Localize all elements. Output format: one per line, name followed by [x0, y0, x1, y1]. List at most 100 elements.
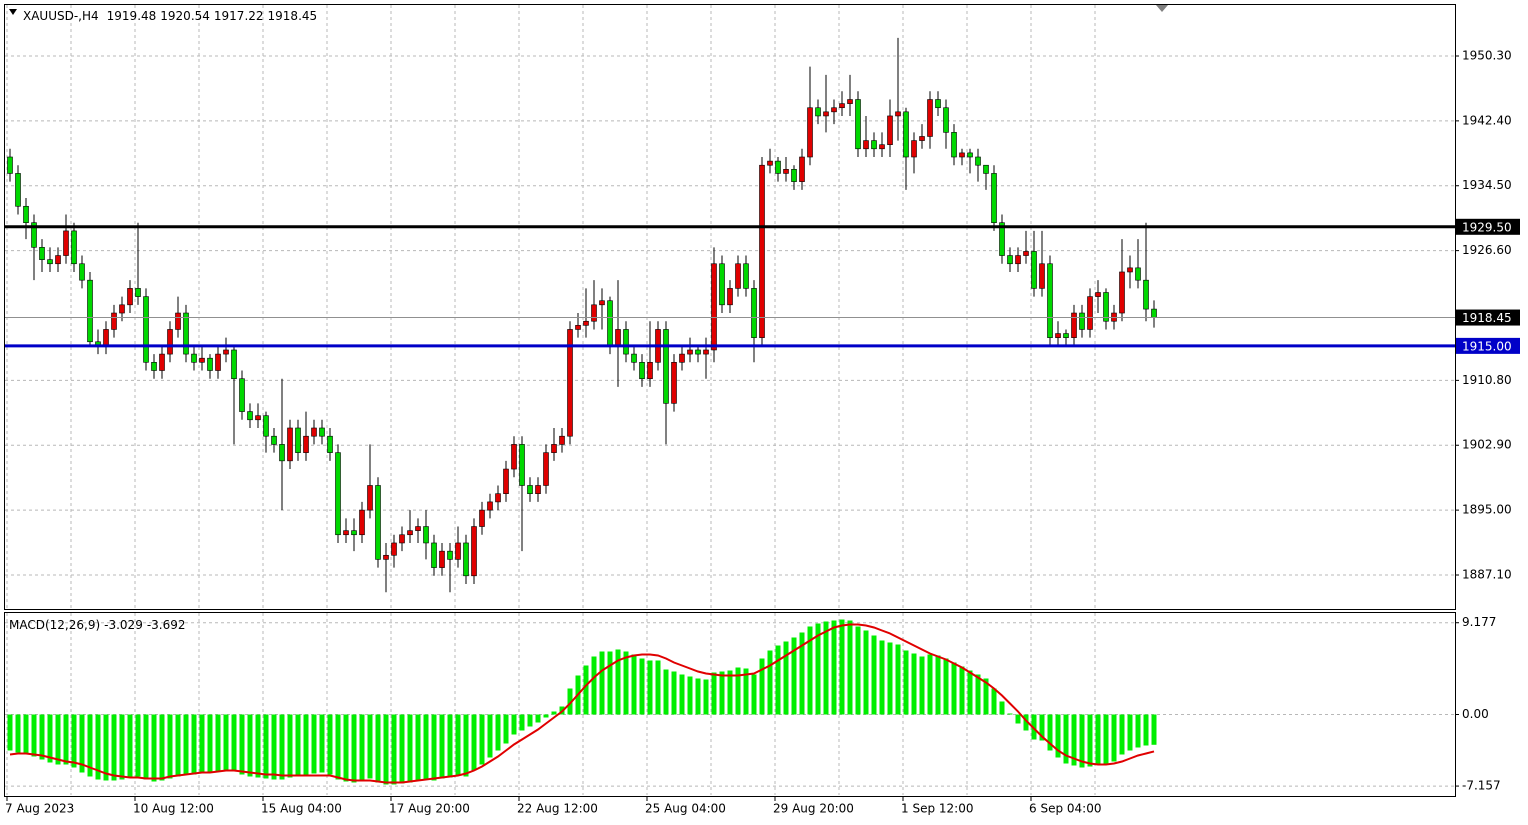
macd-bar [687, 676, 693, 715]
macd-bar [919, 656, 925, 715]
candle-body [1007, 255, 1013, 265]
macd-bar [943, 658, 949, 715]
candle-body [287, 427, 293, 462]
candle-body [7, 156, 13, 174]
candle-body [463, 542, 469, 577]
macd-bar [87, 714, 93, 777]
x-tick-label: 25 Aug 04:00 [645, 802, 726, 816]
candle-body [231, 349, 237, 380]
candle-body [311, 427, 317, 437]
macd-bar [831, 620, 837, 715]
candle-body [727, 288, 733, 306]
candle-body [495, 493, 501, 503]
candle-body [1055, 333, 1061, 338]
macd-bar [959, 666, 965, 715]
candle-body [511, 444, 517, 470]
candle-body [335, 452, 341, 536]
candle-body [239, 378, 245, 412]
candle-body [1047, 263, 1053, 338]
macd-bar [583, 665, 589, 715]
candle-body [799, 156, 805, 182]
macd-bar [495, 714, 501, 751]
macd-bar [479, 714, 485, 765]
candle-body [703, 349, 709, 355]
macd-bar [359, 714, 365, 782]
macd-bar [951, 662, 957, 715]
macd-bar [167, 714, 173, 779]
macd-bar [1023, 714, 1029, 731]
macd-bar [231, 714, 237, 772]
macd-bar [791, 637, 797, 715]
candle-body [1151, 308, 1157, 318]
macd-bar [287, 714, 293, 778]
candle-body [111, 312, 117, 330]
macd-bar [343, 714, 349, 782]
candle-body [431, 542, 437, 568]
candle-body [391, 542, 397, 556]
macd-bar [719, 671, 725, 715]
candle-body [367, 485, 373, 511]
macd-bar [775, 645, 781, 715]
macd-bar [927, 654, 933, 715]
macd-bar [999, 701, 1005, 715]
macd-bar [455, 714, 461, 776]
macd-bar [743, 668, 749, 715]
candle-body [543, 452, 549, 486]
macd-bar [1127, 714, 1133, 751]
macd-bar [7, 714, 13, 751]
candle-body [871, 140, 877, 150]
candle-body [631, 353, 637, 363]
macd-bar [215, 714, 221, 772]
candle-body [567, 329, 573, 437]
menu-triangle [9, 9, 17, 15]
macd-bar [103, 714, 109, 781]
candle-body [423, 526, 429, 544]
candle-body [1087, 296, 1093, 330]
macd-bar [391, 714, 397, 785]
macd-bar [503, 714, 509, 744]
candle-body [455, 542, 461, 560]
macd-bar [855, 626, 861, 715]
candle-body [223, 349, 229, 355]
candle-body [327, 435, 333, 453]
macd-bar [263, 714, 269, 779]
candle-body [975, 156, 981, 166]
macd-bar [807, 626, 813, 715]
candle-body [471, 526, 477, 577]
macd-bar [143, 714, 149, 780]
macd-bar [639, 658, 645, 715]
y-tick-label: 1942.40 [1462, 113, 1512, 127]
candle-body [719, 263, 725, 306]
candle-body [751, 288, 757, 338]
last-high: 1920.54 [160, 9, 210, 23]
y-tick-label: 1934.50 [1462, 178, 1512, 192]
macd-bar [311, 714, 317, 774]
candle-body [199, 357, 205, 363]
x-tick-label: 7 Aug 2023 [5, 802, 74, 816]
candle-body [791, 169, 797, 182]
macd-bar [1119, 714, 1125, 755]
macd-last: -3.029 [104, 618, 143, 632]
candle-body [647, 361, 653, 380]
macd-bar [727, 670, 733, 715]
candle-body [407, 530, 413, 536]
macd-bar [279, 714, 285, 780]
macd-bar [255, 714, 261, 778]
candle-body [559, 435, 565, 445]
macd-title: MACD(12,26,9) [9, 618, 100, 632]
macd-bar [223, 714, 229, 771]
macd-bar [647, 660, 653, 715]
candle-body [679, 353, 685, 363]
last-close: 1918.45 [268, 9, 318, 23]
macd-bar [511, 714, 517, 735]
candle-body [79, 263, 85, 281]
macd-bar [175, 714, 181, 777]
candle-body [903, 111, 909, 158]
macd-bar [1151, 714, 1157, 745]
candle-body [831, 107, 837, 113]
candle-body [255, 415, 261, 421]
candle-body [807, 107, 813, 158]
candle-body [615, 329, 621, 347]
candle-body [159, 353, 165, 371]
